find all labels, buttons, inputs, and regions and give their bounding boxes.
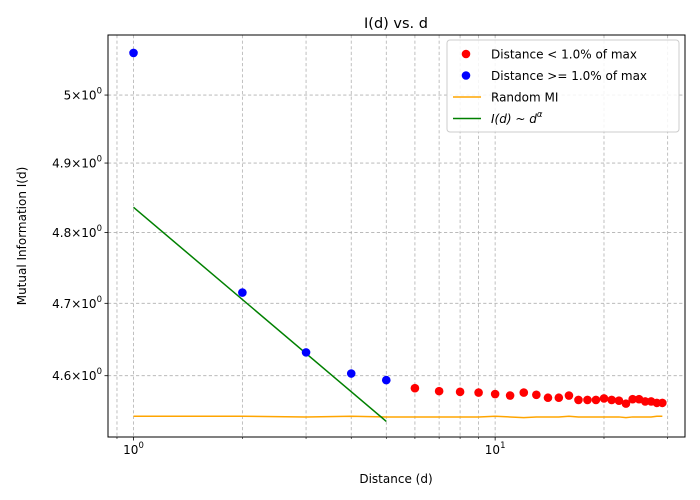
series-line-2 [133, 415, 663, 419]
data-point [455, 387, 465, 397]
x-tick-label: 101 [485, 441, 506, 457]
data-point [658, 398, 667, 408]
legend: Distance < 1.0% of max Distance >= 1.0% o… [446, 39, 680, 133]
data-point [532, 390, 541, 400]
data-point [381, 375, 391, 385]
data-point [614, 396, 624, 405]
legend-marker [461, 49, 471, 59]
data-point [607, 395, 616, 405]
data-point [554, 393, 564, 403]
y-tick-label: 5×100 [64, 87, 102, 103]
data-point [574, 395, 583, 405]
ticks-layer: 100 101 4.6×100 4.7×100 4.8×100 4.9×100 5×100 [52, 87, 668, 457]
y-tick-label: 4.9×100 [52, 155, 102, 171]
grid-layer [108, 35, 685, 437]
data-point [640, 397, 650, 406]
data-point [490, 389, 500, 399]
data-point [434, 386, 444, 396]
data-point [505, 391, 515, 400]
chart-title: I(d) vs. d [364, 16, 428, 32]
legend-label: Distance < 1.0% of max [491, 48, 637, 62]
series-layer [129, 48, 667, 422]
x-axis-label: Distance (d) [359, 472, 432, 486]
legend-label: I(d) ~ dα [491, 110, 543, 126]
legend-label: Random MI [491, 91, 558, 105]
data-point [519, 388, 529, 397]
data-point [621, 399, 631, 408]
data-point [238, 288, 247, 297]
data-point [591, 395, 601, 405]
legend-box [446, 39, 680, 133]
data-point [129, 48, 138, 58]
series-line-3 [133, 206, 387, 422]
data-point [599, 394, 609, 403]
data-point [628, 394, 637, 404]
data-point [301, 348, 311, 357]
x-tick-label: 100 [123, 441, 144, 457]
data-point [410, 383, 420, 393]
data-point [543, 393, 553, 403]
data-point [583, 395, 592, 405]
data-point [346, 369, 356, 378]
legend-marker [461, 71, 471, 80]
data-point [564, 391, 574, 400]
y-tick-label: 4.7×100 [52, 295, 102, 311]
plot-frame [107, 34, 686, 438]
y-axis-label: Mutual Information I(d) [15, 167, 29, 306]
y-tick-label: 4.6×100 [52, 367, 102, 383]
y-tick-label: 4.8×100 [52, 224, 102, 240]
legend-label: Distance >= 1.0% of max [491, 69, 647, 83]
data-point [474, 388, 483, 397]
